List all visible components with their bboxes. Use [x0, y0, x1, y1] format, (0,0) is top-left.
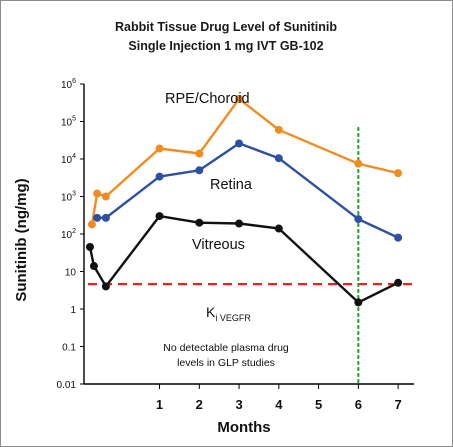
- series-label-retina: Retina: [210, 177, 253, 193]
- y-tick-label: 105: [61, 116, 76, 129]
- data-point-rpe-choroid: [274, 125, 283, 134]
- x-tick-label: 5: [315, 397, 322, 412]
- y-tick-label: 0.1: [62, 343, 76, 354]
- data-point-rpe-choroid: [155, 144, 164, 153]
- ki-main-text: K: [206, 304, 216, 320]
- series-line-retina: [97, 142, 399, 239]
- data-point-rpe-choroid: [354, 159, 363, 168]
- data-point-retina: [155, 172, 164, 181]
- data-point-vitreous: [274, 224, 283, 233]
- data-point-vitreous: [85, 243, 94, 252]
- data-point-retina: [101, 213, 110, 222]
- data-point-vitreous: [354, 298, 363, 307]
- data-point-rpe-choroid: [93, 189, 102, 198]
- data-point-retina: [394, 233, 403, 242]
- data-point-vitreous: [89, 262, 98, 271]
- x-tick-label: 1: [156, 397, 163, 412]
- y-tick-exponent: 5: [72, 116, 76, 123]
- data-point-retina: [354, 215, 363, 224]
- data-point-rpe-choroid: [235, 94, 244, 103]
- axes: [83, 84, 414, 385]
- data-point-retina: [235, 139, 244, 148]
- y-tick-label: 102: [61, 228, 76, 241]
- y-tick-base: 10: [61, 155, 73, 166]
- y-tick-label: 103: [61, 191, 76, 204]
- data-point-retina: [195, 166, 204, 175]
- y-tick-base: 10: [61, 193, 73, 204]
- x-tick-label: 3: [235, 397, 242, 412]
- data-point-vitreous: [235, 219, 244, 228]
- y-tick-label: 106: [61, 78, 76, 91]
- x-tick-label: 4: [275, 397, 283, 412]
- y-tick-base: 1: [70, 305, 76, 316]
- x-tick-label: 7: [394, 397, 401, 412]
- data-point-retina: [274, 154, 283, 163]
- data-point-vitreous: [155, 212, 164, 221]
- data-point-vitreous: [195, 218, 204, 227]
- y-tick-exponent: 4: [72, 153, 76, 160]
- y-tick-label: 0.01: [57, 380, 77, 391]
- data-point-vitreous: [101, 282, 110, 291]
- ki-vegfr-label: Ki VEGFR: [206, 304, 251, 323]
- y-tick-label: 1: [70, 305, 76, 316]
- plasma-note-line-2: levels in GLP studies: [177, 357, 275, 369]
- data-point-rpe-choroid: [87, 220, 96, 229]
- data-point-rpe-choroid: [101, 192, 110, 201]
- x-axis-title: Months: [217, 419, 270, 436]
- y-tick-exponent: 2: [72, 228, 76, 235]
- x-tick-label: 6: [355, 397, 362, 412]
- reference-lines: [88, 126, 416, 386]
- x-tick-label: 2: [196, 397, 203, 412]
- y-tick-base: 0.1: [62, 343, 76, 354]
- y-tick-base: 10: [61, 230, 73, 241]
- y-tick-exponent: 6: [72, 78, 76, 85]
- series-line-vitreous: [88, 214, 399, 304]
- series-label-vitreous: Vitreous: [192, 237, 245, 253]
- data-point-rpe-choroid: [394, 169, 403, 178]
- y-tick-base: 10: [61, 118, 73, 129]
- chart-subtitle: Single Injection 1 mg IVT GB-102: [128, 39, 323, 53]
- y-tick-exponent: 3: [72, 191, 76, 198]
- chart-title: Rabbit Tissue Drug Level of Sunitinib: [115, 20, 337, 34]
- x-ticks: 1 2 3 4 5 6 7: [156, 384, 402, 412]
- plasma-note-line-1: No detectable plasma drug: [163, 342, 289, 354]
- y-tick-label: 10: [65, 268, 77, 279]
- y-tick-base: 0.01: [57, 380, 77, 391]
- y-tick-base: 10: [61, 80, 73, 91]
- y-tick-base: 10: [65, 268, 77, 279]
- ki-subscript-text: i VEGFR: [215, 313, 251, 323]
- y-axis-title: Sunitinib (ng/mg): [13, 178, 30, 301]
- data-point-rpe-choroid: [195, 149, 204, 158]
- series-label-rpe-choroid: RPE/Choroid: [165, 91, 250, 107]
- data-series: [85, 94, 403, 307]
- data-point-vitreous: [394, 278, 403, 287]
- series-line-rpe-choroid: [90, 97, 399, 225]
- y-tick-label: 104: [61, 153, 76, 166]
- data-point-retina: [93, 213, 102, 222]
